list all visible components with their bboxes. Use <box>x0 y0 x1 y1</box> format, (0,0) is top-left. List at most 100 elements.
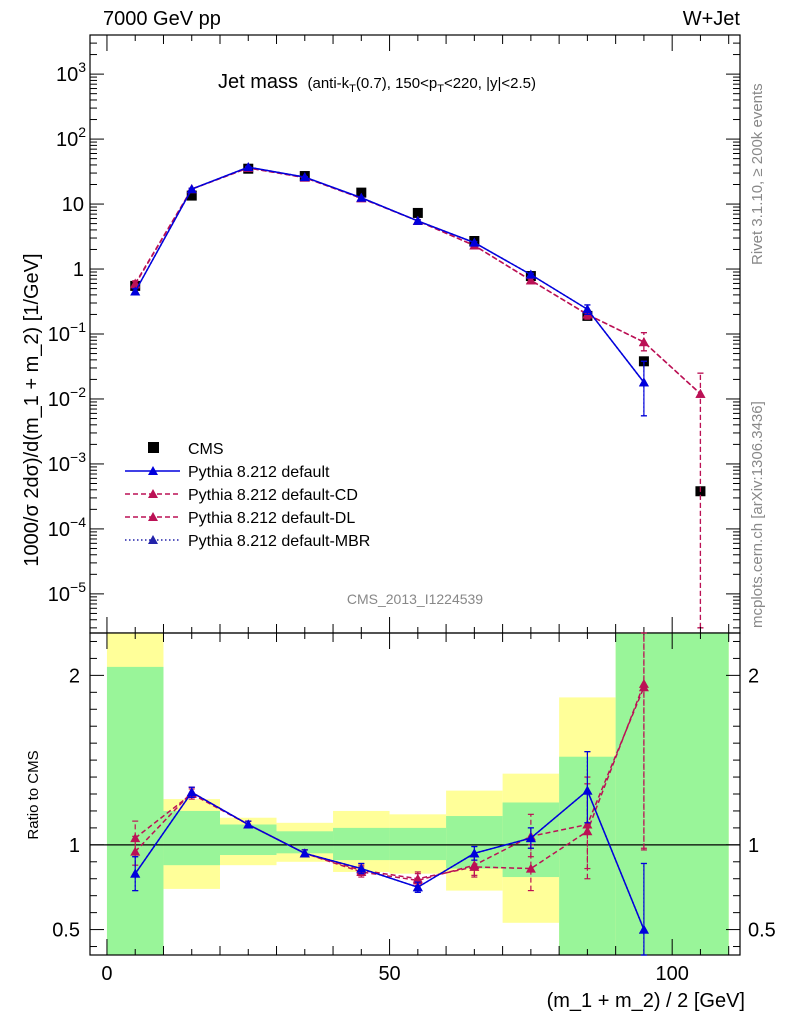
x-ticks: 0 50 100 <box>101 35 730 985</box>
series-marker <box>638 337 649 347</box>
x-tick-label: 50 <box>378 963 400 985</box>
series-marker <box>525 833 536 843</box>
series-marker <box>582 304 593 314</box>
series-line <box>134 167 701 395</box>
header-left: 7000 GeV pp <box>103 8 221 30</box>
y-tick-label: 103 <box>56 59 86 86</box>
legend-label: Pythia 8.212 default-CD <box>188 487 358 504</box>
y-tick-label-exponent: −2 <box>70 384 86 400</box>
x-tick-label: 100 <box>655 963 688 985</box>
legend: CMS Pythia 8.212 default Pythia 8.212 defa… <box>125 441 370 550</box>
legend-label: Pythia 8.212 default-DL <box>188 510 355 527</box>
y-tick-label-base: 10 <box>48 584 70 606</box>
ratio-y-tick-label: 1 <box>69 835 80 857</box>
series-marker <box>299 172 310 182</box>
series-marker <box>412 873 423 883</box>
series-marker <box>186 787 197 797</box>
y-tick-label: 10−5 <box>48 579 86 606</box>
series-marker <box>299 848 310 858</box>
series-marker <box>638 678 649 688</box>
y-tick-label-exponent: 3 <box>78 59 86 75</box>
series-marker <box>186 184 197 194</box>
green-band-3 <box>276 831 334 854</box>
ratio-y-tick-label: 0.5 <box>52 920 80 942</box>
series-marker <box>469 237 480 247</box>
y-tick-label: 10−4 <box>48 514 86 541</box>
watermark: CMS_2013_I1224539 <box>347 591 483 607</box>
side-text-rivet: Rivet 3.1.10, ≥ 200k events <box>749 83 766 265</box>
main-ylabel: 1000/σ 2dσ)/d(m_1 + m_2) [1/GeV] <box>21 253 43 566</box>
x-tick-label: 0 <box>101 963 112 985</box>
ratio-plot: 0 50 100 0.5 0.5 1 1 2 2 <box>52 35 776 985</box>
series-marker <box>582 785 593 795</box>
series-line <box>134 166 645 383</box>
ratio-bands <box>106 633 729 955</box>
series-marker <box>582 819 593 829</box>
main-y-ticks <box>90 34 740 629</box>
y-tick-label: 102 <box>56 124 86 151</box>
legend-marker-cms <box>148 442 159 453</box>
y-tick-label-base: 10 <box>48 454 70 476</box>
series-marker <box>469 861 480 871</box>
cms-point <box>186 190 197 201</box>
legend-item-2: Pythia 8.212 default-DL <box>125 510 355 527</box>
green-band-4 <box>333 827 390 861</box>
series-marker <box>243 819 254 829</box>
series-marker <box>525 269 536 279</box>
series-marker <box>582 826 593 836</box>
plot-title: Jet mass (anti-kT(0.7), 150<pT<220, |y|<… <box>218 71 536 95</box>
series-0 <box>130 162 649 417</box>
series-marker <box>695 388 706 398</box>
y-tick-label: 10−3 <box>48 449 86 476</box>
ratio-y-tick-label-right: 2 <box>748 665 759 687</box>
legend-marker <box>148 489 158 498</box>
series-marker <box>412 882 423 892</box>
series-marker <box>130 833 141 843</box>
legend-item-1: Pythia 8.212 default-CD <box>125 487 358 504</box>
legend-label: Pythia 8.212 default-MBR <box>188 533 370 550</box>
legend-item-3: Pythia 8.212 default-MBR <box>125 533 370 550</box>
y-tick-label-base: 10 <box>48 389 70 411</box>
series-marker <box>356 863 367 873</box>
series-marker <box>638 377 649 387</box>
green-band-1 <box>163 810 220 866</box>
series-0 <box>130 751 649 956</box>
series-marker <box>130 286 141 296</box>
legend-item-cms: CMS <box>148 441 224 458</box>
series-marker <box>638 924 649 934</box>
series-marker <box>525 863 536 873</box>
y-tick-label: 1 <box>73 259 84 281</box>
legend-label-cms: CMS <box>188 441 224 458</box>
series-marker <box>243 162 254 172</box>
series-marker <box>412 215 423 225</box>
y-tick-label: 10−2 <box>48 384 86 411</box>
series-marker <box>469 848 480 858</box>
ratio-y-tick-label-right: 1 <box>748 835 759 857</box>
y-tick-label: 10−1 <box>48 319 86 346</box>
series-3 <box>130 162 649 417</box>
y-tick-label-exponent: −4 <box>70 514 86 530</box>
series-line <box>134 166 645 383</box>
cms-point <box>356 187 367 198</box>
series-1 <box>130 162 706 629</box>
y-tick-label-exponent: −1 <box>70 319 86 335</box>
legend-marker <box>148 466 158 475</box>
y-tick-label: 10 <box>62 194 84 216</box>
green-band-0 <box>106 666 164 955</box>
cms-point <box>412 207 423 218</box>
legend-marker <box>148 512 158 521</box>
series-2 <box>130 162 706 629</box>
series-line <box>134 167 701 395</box>
green-band-2 <box>220 824 277 856</box>
series-marker <box>525 275 536 285</box>
y-tick-label-exponent: −3 <box>70 449 86 465</box>
y-tick-label-base: 10 <box>56 64 78 86</box>
ratio-ylabel: Ratio to CMS <box>25 750 42 839</box>
green-band-9 <box>615 633 729 955</box>
plot-title-main: Jet mass <box>218 71 298 93</box>
series-marker <box>130 868 141 878</box>
ratio-y-tick-label-right: 0.5 <box>748 920 776 942</box>
side-text-mcplots: mcplots.cern.ch [arXiv:1306.3436] <box>749 401 766 628</box>
y-tick-label-exponent: −5 <box>70 579 86 595</box>
series-line <box>134 789 645 930</box>
